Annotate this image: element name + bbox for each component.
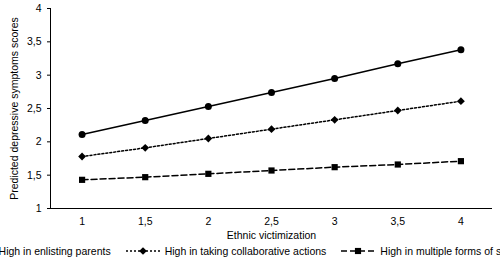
svg-text:2,5: 2,5 [264,215,279,227]
svg-text:2: 2 [205,215,211,227]
svg-text:4: 4 [458,215,464,227]
svg-text:3,5: 3,5 [27,35,42,47]
svg-text:3,5: 3,5 [390,215,405,227]
svg-text:3: 3 [332,215,338,227]
svg-text:2,5: 2,5 [27,102,42,114]
svg-text:1: 1 [79,215,85,227]
svg-text:Ethnic victimization: Ethnic victimization [227,229,316,241]
svg-text:1: 1 [36,202,42,214]
svg-text:4: 4 [36,2,42,14]
svg-text:2: 2 [36,135,42,147]
html-text:High in taking collaborative a: High in taking collaborative actions [164,245,327,257]
svg-text:3: 3 [36,69,42,81]
svg-text:1,5: 1,5 [138,215,153,227]
svg-text:Predicted depressive symptoms: Predicted depressive symptoms scores [8,17,20,200]
svg-text:1,5: 1,5 [27,169,42,181]
